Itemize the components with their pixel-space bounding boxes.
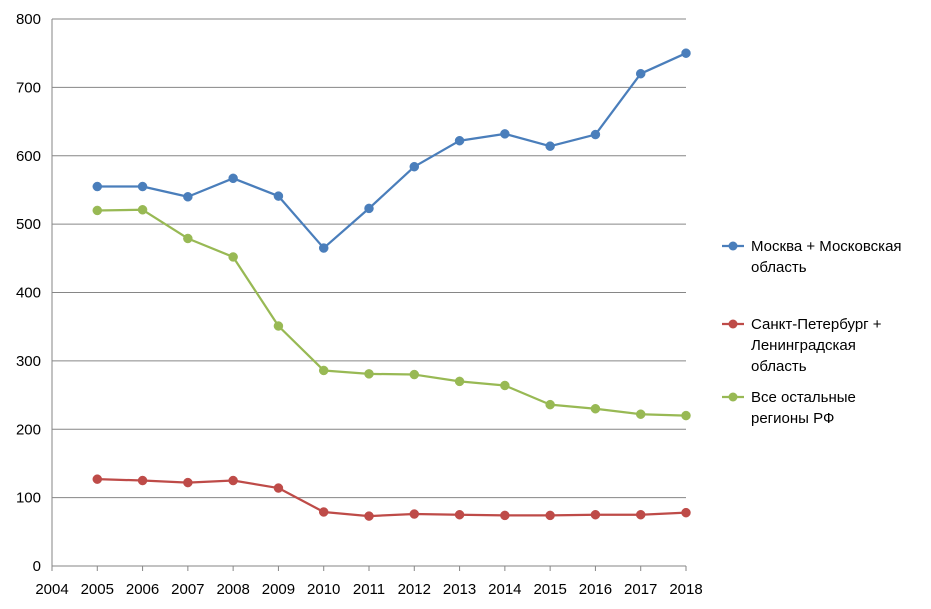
legend-label: область [751, 259, 807, 276]
x-tick-label: 2012 [398, 581, 431, 598]
y-tick-label: 300 [16, 353, 41, 370]
legend-label: область [751, 358, 807, 375]
data-point [454, 135, 465, 146]
legend-marker-0 [728, 241, 738, 251]
data-point [137, 205, 148, 215]
data-point [635, 409, 646, 419]
data-point [500, 129, 510, 139]
series-line-0 [97, 52, 687, 250]
data-point [228, 252, 238, 262]
data-point [364, 203, 374, 214]
y-tick-label: 0 [33, 558, 41, 575]
series-line-2 [97, 208, 687, 417]
data-point [92, 474, 103, 484]
data-point [137, 475, 148, 486]
x-tick-label: 2008 [216, 581, 249, 598]
data-point [364, 511, 374, 521]
data-point [409, 369, 420, 380]
data-point [454, 376, 465, 387]
data-point [273, 483, 284, 493]
x-tick-label: 2010 [307, 581, 340, 598]
data-point [318, 243, 329, 253]
x-tick-label: 2011 [353, 581, 385, 598]
data-point [635, 509, 646, 520]
data-point [409, 509, 420, 519]
data-point [681, 507, 691, 518]
y-tick-label: 500 [16, 216, 41, 233]
data-point [545, 141, 555, 151]
data-point [318, 507, 329, 517]
data-point [500, 380, 510, 391]
x-tick-label: 2013 [443, 581, 476, 598]
legend-label: Все остальные [751, 389, 856, 406]
data-point [318, 365, 329, 376]
data-point [92, 181, 103, 192]
x-tick-label: 2017 [624, 581, 657, 598]
legend-marker-1 [728, 319, 738, 329]
x-tick-label: 2009 [262, 581, 295, 598]
data-point [273, 191, 284, 201]
y-tick-label: 800 [16, 11, 41, 28]
x-tick-label: 2014 [488, 581, 521, 598]
data-point [590, 129, 601, 140]
legend-label: Москва + Московская [751, 238, 902, 255]
data-point [681, 410, 691, 421]
legend-label: Санкт-Петербург + [751, 316, 882, 333]
data-point [590, 403, 601, 414]
data-point [409, 161, 420, 172]
y-tick-label: 700 [16, 79, 41, 96]
data-point [92, 205, 103, 216]
x-tick-label: 2015 [533, 581, 566, 598]
data-point [545, 510, 555, 521]
data-point [183, 233, 193, 244]
x-tick-label: 2018 [669, 581, 702, 598]
data-point [273, 321, 284, 331]
data-point [183, 192, 193, 202]
data-point [500, 510, 510, 521]
y-tick-label: 200 [16, 421, 41, 438]
legend-marker-2 [728, 392, 738, 402]
data-point [228, 475, 238, 486]
x-tick-label: 2016 [579, 581, 612, 598]
y-tick-label: 600 [16, 148, 41, 165]
x-tick-label: 2004 [35, 581, 68, 598]
legend-label: Ленинградская [751, 337, 856, 354]
data-point [545, 399, 555, 410]
data-point [454, 509, 465, 520]
data-point [137, 181, 148, 192]
x-tick-label: 2007 [171, 581, 204, 598]
data-point [183, 477, 193, 488]
series-line-1 [97, 478, 687, 518]
data-point [364, 369, 374, 379]
y-tick-label: 400 [16, 285, 41, 302]
legend-label: регионы РФ [751, 410, 834, 427]
data-point [635, 68, 646, 79]
data-point [681, 48, 691, 58]
y-tick-label: 100 [16, 490, 41, 507]
x-tick-label: 2005 [81, 581, 114, 598]
data-point [590, 509, 601, 520]
x-tick-label: 2006 [126, 581, 159, 598]
data-point [228, 173, 238, 184]
